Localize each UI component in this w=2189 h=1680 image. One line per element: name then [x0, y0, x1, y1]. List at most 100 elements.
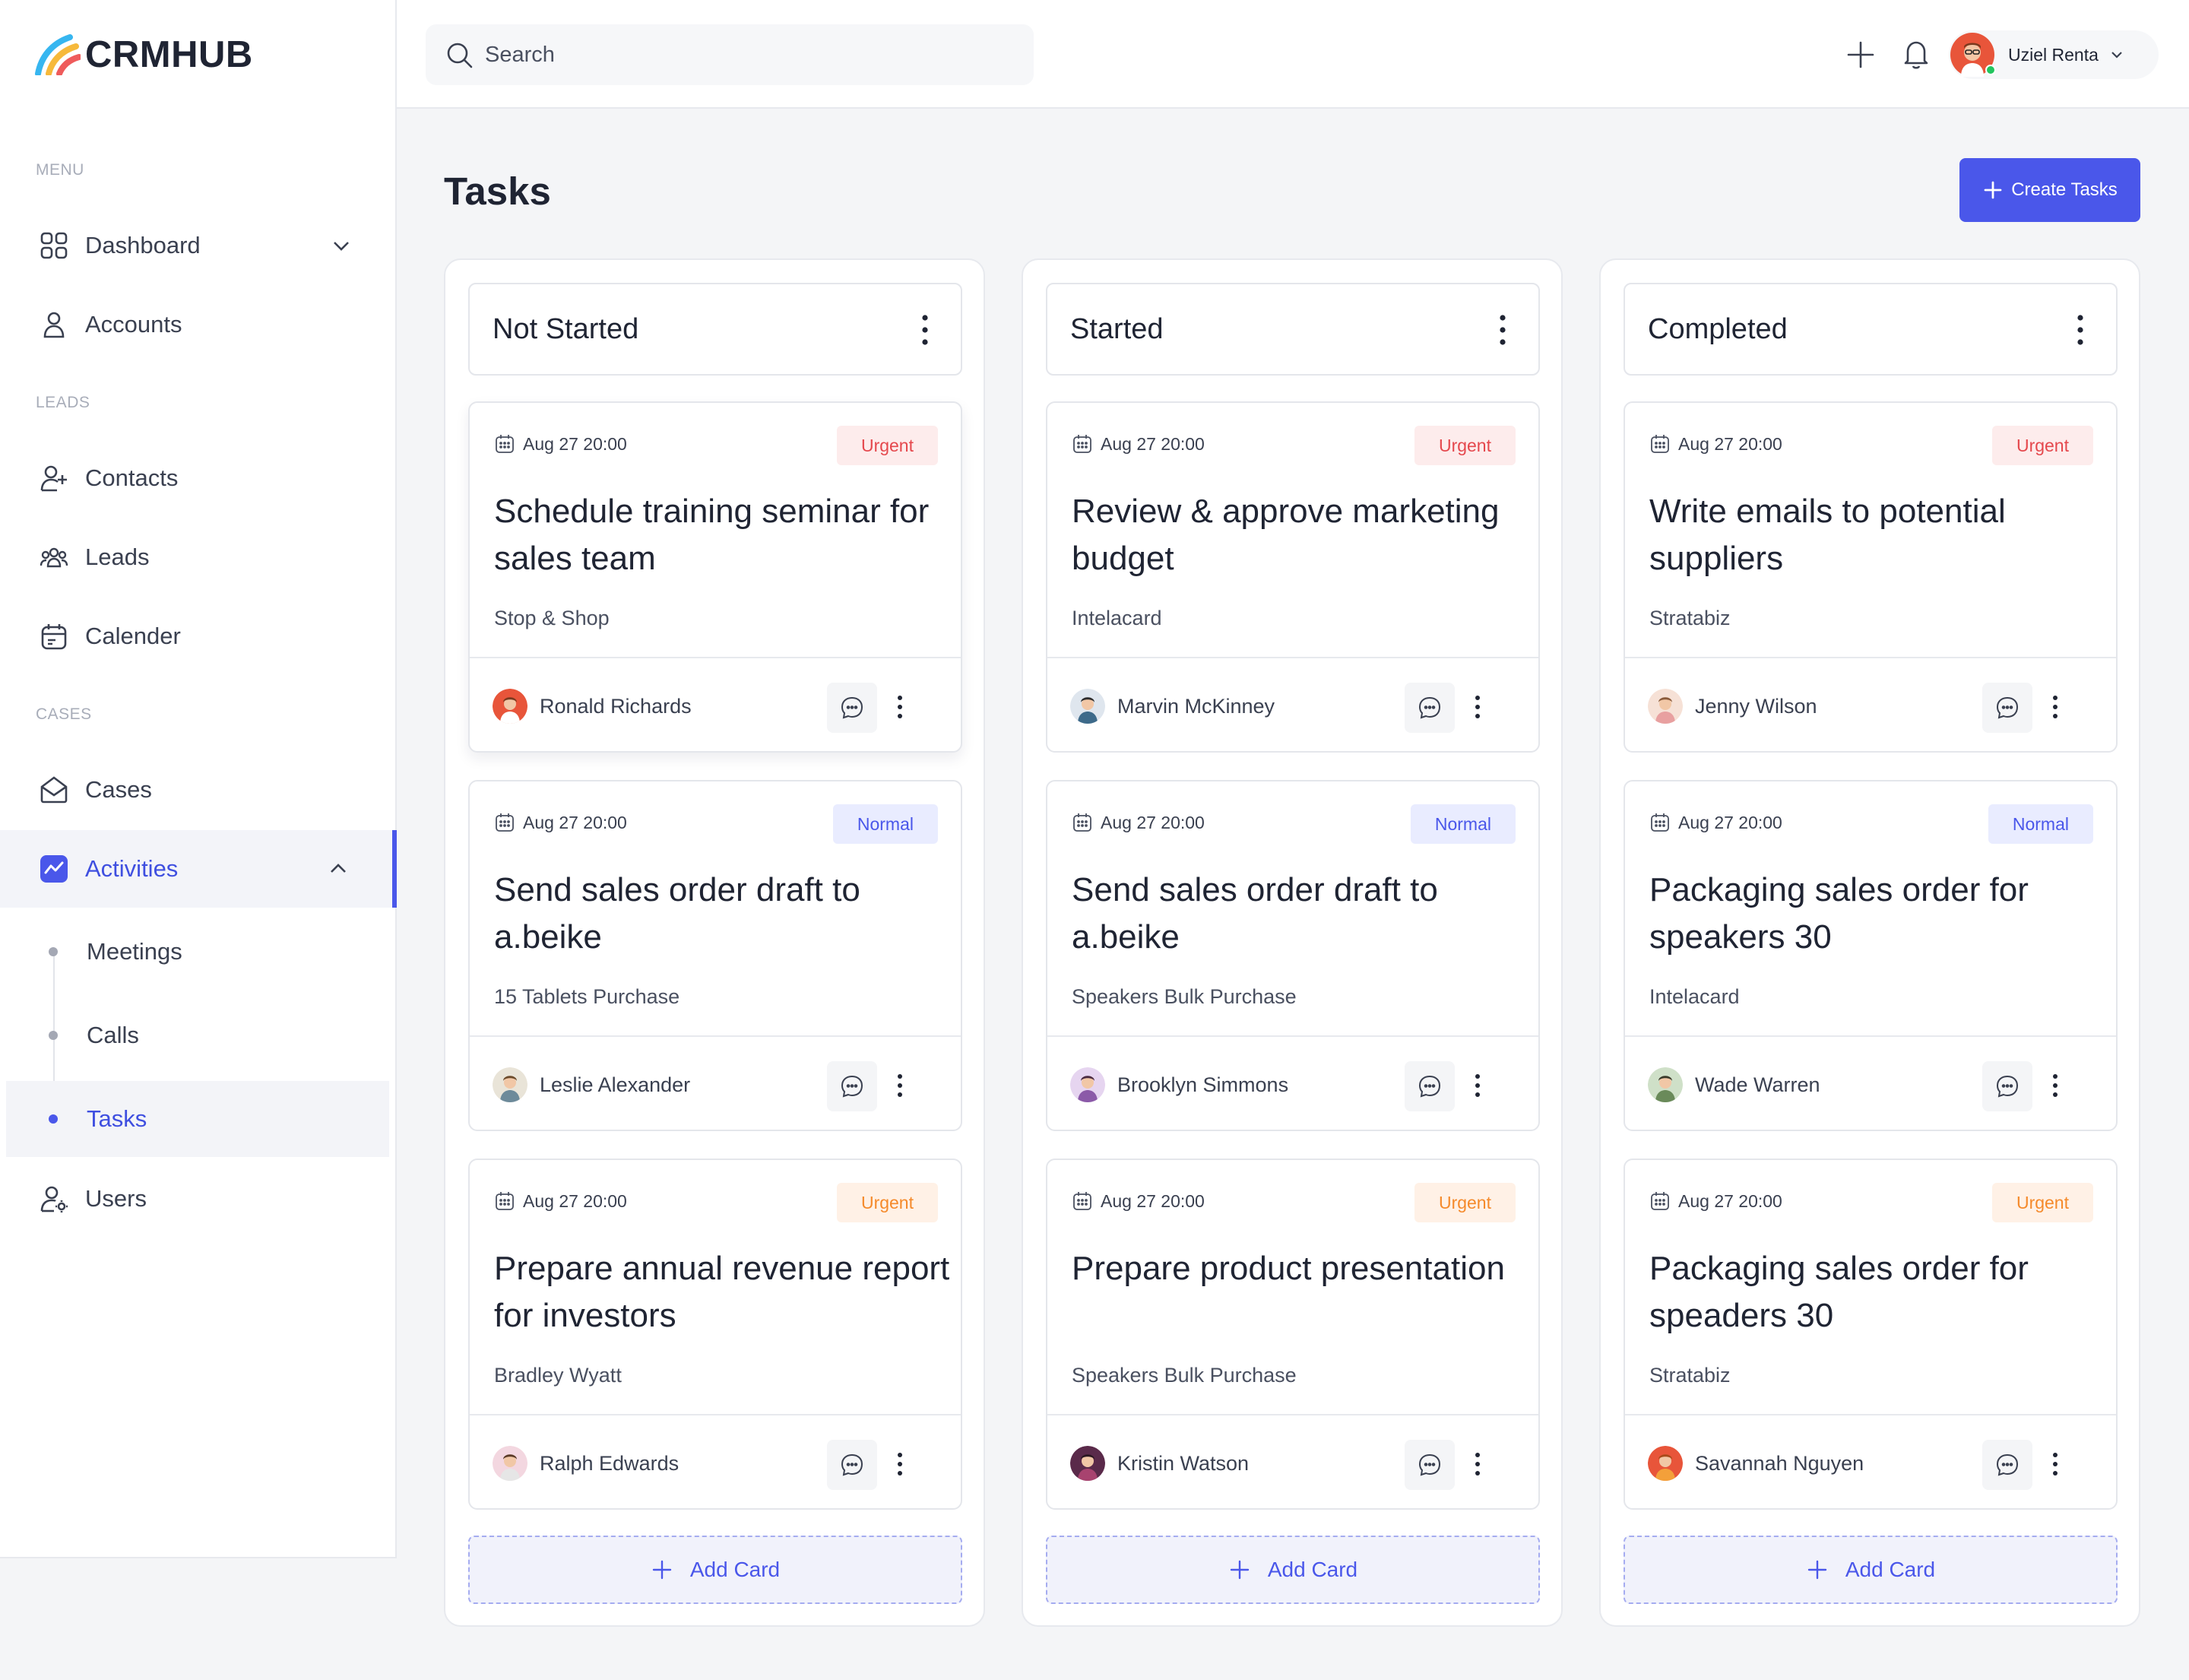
assignee[interactable]: Kristin Watson — [1070, 1446, 1249, 1481]
assignee[interactable]: Leslie Alexander — [493, 1067, 690, 1102]
card-footer: Jenny Wilson — [1625, 658, 2116, 754]
task-date: Aug 27 20:00 — [1072, 433, 1205, 455]
envelope-open-icon — [38, 774, 70, 806]
chat-bubble-icon — [841, 1075, 863, 1098]
more-vertical-icon[interactable] — [920, 313, 930, 347]
sidebar-item-contacts[interactable]: Contacts — [0, 439, 395, 517]
task-card[interactable]: Aug 27 20:00 Normal Packaging sales orde… — [1624, 780, 2118, 1131]
task-subtitle: Intelacard — [1072, 607, 1162, 629]
sidebar-subitem-tasks[interactable]: Tasks — [6, 1081, 389, 1157]
task-card[interactable]: Aug 27 20:00 Urgent Schedule training se… — [468, 401, 962, 753]
column-title: Started — [1070, 312, 1164, 345]
sidebar-item-activities[interactable]: Activities — [0, 830, 397, 908]
user-menu[interactable]: Uziel Renta — [1949, 30, 2159, 79]
add-card-button[interactable]: Add Card — [468, 1536, 962, 1604]
assignee-name: Kristin Watson — [1117, 1451, 1250, 1475]
chevron-down-icon — [2111, 52, 2122, 59]
task-date-text: Aug 27 20:00 — [1101, 812, 1205, 832]
sidebar-item-accounts[interactable]: Accounts — [0, 286, 395, 363]
avatar — [1648, 1067, 1683, 1102]
task-card[interactable]: Aug 27 20:00 Normal Send sales order dra… — [468, 780, 962, 1131]
task-card[interactable]: Aug 27 20:00 Urgent Packaging sales orde… — [1624, 1159, 2118, 1510]
comment-button[interactable] — [1405, 1061, 1455, 1111]
task-card[interactable]: Aug 27 20:00 Urgent Prepare product pres… — [1046, 1159, 1540, 1510]
comment-button[interactable] — [827, 683, 877, 733]
comment-button[interactable] — [1982, 1061, 2032, 1111]
sidebar-item-label: Activities — [85, 855, 179, 882]
avatar — [1070, 1446, 1105, 1481]
avatar — [1950, 33, 1996, 77]
avatar — [1070, 689, 1105, 724]
more-vertical-icon[interactable] — [1470, 1070, 1485, 1101]
avatar — [493, 1446, 527, 1481]
comment-button[interactable] — [1405, 1440, 1455, 1490]
card-footer: Savannah Nguyen — [1625, 1415, 2116, 1511]
comment-button[interactable] — [827, 1440, 877, 1490]
more-vertical-icon[interactable] — [1497, 313, 1508, 347]
task-card[interactable]: Aug 27 20:00 Urgent Prepare annual reven… — [468, 1159, 962, 1510]
comment-button[interactable] — [827, 1061, 877, 1111]
task-subtitle: Stratabiz — [1649, 607, 1731, 629]
search-input[interactable] — [485, 42, 1017, 68]
more-vertical-icon[interactable] — [1470, 692, 1485, 722]
sidebar-subitem-calls[interactable]: Calls — [6, 997, 389, 1073]
more-vertical-icon[interactable] — [2075, 313, 2086, 347]
bell-icon[interactable] — [1899, 36, 1934, 71]
card-divider — [1047, 1414, 1538, 1415]
plus-icon[interactable] — [1842, 36, 1879, 73]
assignee[interactable]: Marvin McKinney — [1070, 689, 1275, 724]
more-vertical-icon[interactable] — [2048, 692, 2063, 722]
chevron-down-icon[interactable] — [330, 234, 353, 257]
sidebar-item-users[interactable]: Users — [0, 1160, 395, 1238]
sidebar-item-label: Dashboard — [85, 232, 201, 258]
priority-badge: Urgent — [836, 1183, 938, 1222]
sidebar-item-cases[interactable]: Cases — [0, 751, 395, 829]
assignee[interactable]: Jenny Wilson — [1648, 689, 1817, 724]
assignee[interactable]: Ronald Richards — [493, 689, 692, 724]
task-column: Started Aug 27 20:00 Urgent Review & app… — [1022, 258, 1563, 1627]
sidebar-item-calender[interactable]: Calender — [0, 598, 395, 675]
task-card[interactable]: Aug 27 20:00 Normal Send sales order dra… — [1046, 780, 1540, 1131]
chevron-up-icon[interactable] — [327, 857, 350, 880]
priority-badge: Urgent — [1414, 1183, 1516, 1222]
assignee[interactable]: Wade Warren — [1648, 1067, 1820, 1102]
task-subtitle: Speakers Bulk Purchase — [1072, 1364, 1297, 1387]
task-date-text: Aug 27 20:00 — [1101, 1190, 1205, 1211]
task-card[interactable]: Aug 27 20:00 Urgent Review & approve mar… — [1046, 401, 1540, 753]
add-card-button[interactable]: Add Card — [1624, 1536, 2118, 1604]
chat-bubble-icon — [841, 1453, 863, 1476]
add-card-button[interactable]: Add Card — [1046, 1536, 1540, 1604]
assignee-name: Wade Warren — [1695, 1073, 1820, 1096]
bullet-dot — [49, 1031, 58, 1040]
card-footer: Wade Warren — [1625, 1037, 2116, 1133]
priority-badge: Normal — [832, 804, 938, 844]
task-subtitle: Speakers Bulk Purchase — [1072, 985, 1297, 1008]
task-card[interactable]: Aug 27 20:00 Urgent Write emails to pote… — [1624, 401, 2118, 753]
more-vertical-icon[interactable] — [892, 1449, 908, 1479]
brand-logo[interactable]: CRMHUB — [35, 33, 253, 76]
assignee[interactable]: Ralph Edwards — [493, 1446, 679, 1481]
task-title: Packaging sales order for speakers 30 — [1649, 871, 2029, 956]
task-date: Aug 27 20:00 — [1072, 1190, 1205, 1212]
more-vertical-icon[interactable] — [2048, 1070, 2063, 1101]
more-vertical-icon[interactable] — [1470, 1449, 1485, 1479]
more-vertical-icon[interactable] — [2048, 1449, 2063, 1479]
task-title: Write emails to potential suppliers — [1649, 493, 2006, 577]
comment-button[interactable] — [1982, 683, 2032, 733]
comment-button[interactable] — [1405, 683, 1455, 733]
assignee[interactable]: Savannah Nguyen — [1648, 1446, 1864, 1481]
sidebar-item-dashboard[interactable]: Dashboard — [0, 207, 395, 284]
crmhub-logo-icon — [35, 34, 81, 75]
sidebar-item-leads[interactable]: Leads — [0, 518, 395, 596]
calendar-icon — [1073, 1192, 1091, 1210]
card-divider — [1625, 1035, 2116, 1037]
more-vertical-icon[interactable] — [892, 692, 908, 722]
sidebar-subitem-meetings[interactable]: Meetings — [6, 914, 389, 990]
more-vertical-icon[interactable] — [892, 1070, 908, 1101]
sidebar-item-label: Contacts — [85, 464, 179, 491]
comment-button[interactable] — [1982, 1440, 2032, 1490]
assignee[interactable]: Brooklyn Simmons — [1070, 1067, 1288, 1102]
create-tasks-button[interactable]: Create Tasks — [1959, 158, 2140, 222]
search-box[interactable] — [426, 24, 1034, 85]
plus-icon — [1230, 1560, 1250, 1580]
